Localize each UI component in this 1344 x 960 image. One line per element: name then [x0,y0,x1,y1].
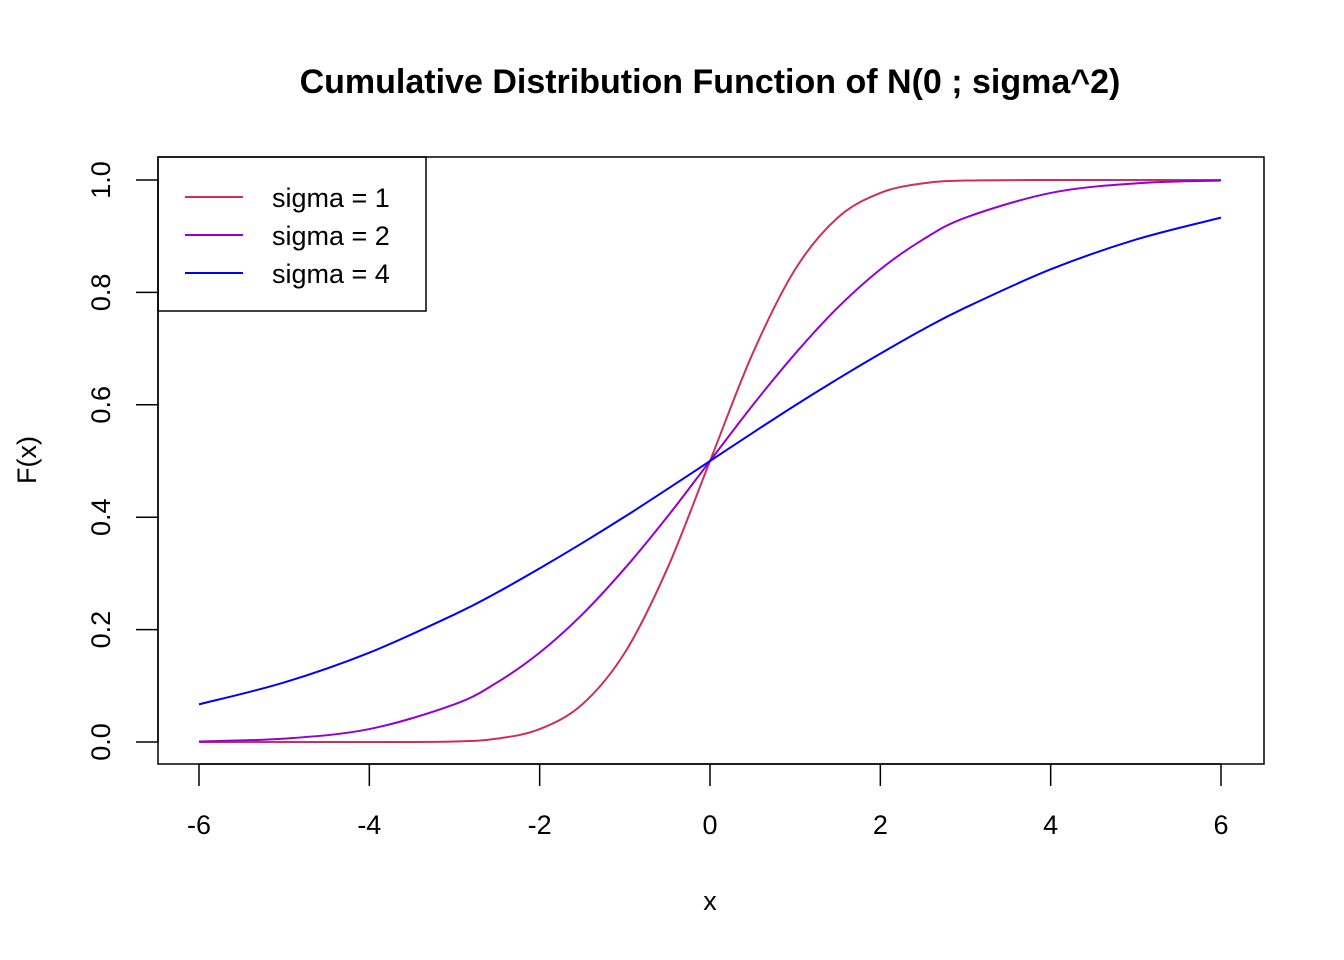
y-tick-label: 1.0 [86,161,116,199]
series-lines [198,178,1222,744]
x-tick-label: -2 [528,810,552,840]
legend: sigma = 1 sigma = 2 sigma = 4 [157,156,427,312]
x-tick-label: 0 [702,810,717,840]
x-tick-label: 2 [873,810,888,840]
y-tick-label: 0.2 [86,611,116,649]
series-line-3 [198,216,1222,706]
y-tick-label: 0.8 [86,274,116,312]
legend-label-3: sigma = 4 [272,259,390,289]
y-tick-label: 0.0 [86,723,116,761]
y-tick-label: 0.6 [86,386,116,424]
y-axis-label: F(x) [12,436,42,484]
legend-label-2: sigma = 2 [272,221,390,251]
x-tick-label: 4 [1043,810,1058,840]
x-tick-label: -6 [187,810,211,840]
x-axis: -6 -4 -2 0 2 4 6 [187,763,1229,840]
y-tick-label: 0.4 [86,498,116,536]
x-tick-label: 6 [1213,810,1228,840]
legend-label-1: sigma = 1 [272,183,390,213]
x-axis-label: x [703,886,717,916]
chart-title: Cumulative Distribution Function of N(0 … [300,63,1121,101]
x-tick-label: -4 [357,810,381,840]
legend-box [157,156,427,312]
